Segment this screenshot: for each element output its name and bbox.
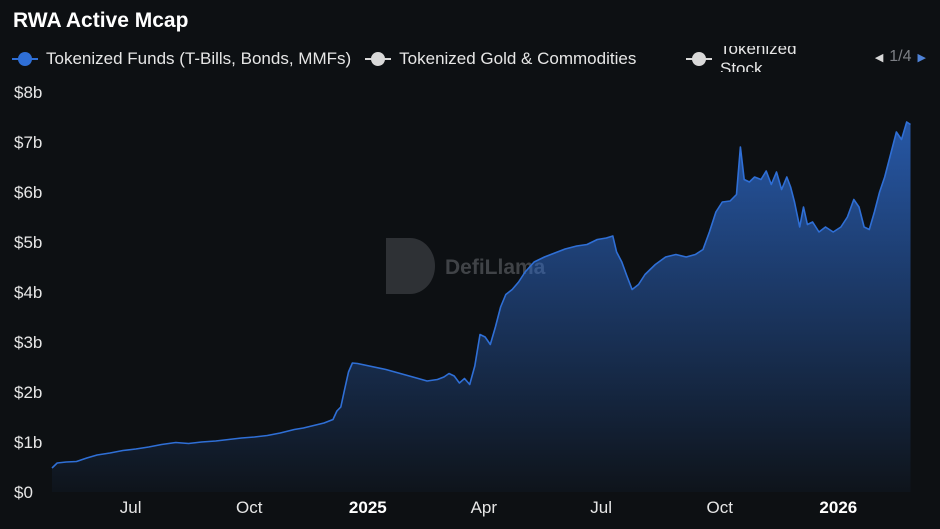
watermark-text: DefiLlama — [445, 256, 546, 279]
legend-clip: Tokenized Stock — [686, 46, 852, 72]
defillama-logo-icon — [386, 238, 435, 294]
y-tick-label: $0 — [14, 483, 33, 502]
y-tick-label: $2b — [14, 383, 42, 402]
y-tick-label: $5b — [14, 233, 42, 252]
y-tick-label: $4b — [14, 283, 42, 302]
legend-next-icon[interactable]: ▶ — [917, 51, 926, 64]
chart-legend: Tokenized Funds (T-Bills, Bonds, MMFs) T… — [12, 46, 940, 72]
x-axis: Jul Oct 2025 Apr Jul Oct 2026 — [120, 498, 857, 517]
series-line — [51, 121, 911, 469]
legend-label: Tokenized Funds (T-Bills, Bonds, MMFs) — [46, 49, 352, 68]
legend-marker-icon — [365, 52, 392, 66]
legend-marker-icon — [686, 52, 712, 66]
y-tick-label: $6b — [14, 183, 42, 202]
legend-prev-icon[interactable]: ◀ — [874, 51, 884, 64]
y-tick-label: $8b — [14, 83, 42, 102]
series-area — [52, 122, 911, 492]
x-tick-label: Apr — [471, 498, 498, 517]
y-axis: $0 $1b $2b $3b $4b $5b $6b $7b $8b — [14, 83, 42, 502]
x-tick-label: Oct — [236, 498, 263, 517]
chart-title: RWA Active Mcap — [13, 9, 189, 32]
y-tick-label: $7b — [14, 133, 42, 152]
x-tick-label: Jul — [120, 498, 142, 517]
y-tick-label: $3b — [14, 333, 42, 352]
legend-label: Tokenized Stock — [720, 46, 797, 72]
x-tick-label: Jul — [590, 498, 612, 517]
legend-marker-icon — [12, 52, 38, 66]
watermark: DefiLlama — [386, 238, 546, 294]
legend-item-tokenized-stock[interactable]: Tokenized Stock — [686, 46, 838, 72]
legend-page-indicator: 1/4 — [889, 48, 912, 65]
legend-label: Tokenized Gold & Commodities — [399, 49, 637, 68]
legend-item-tokenized-funds[interactable]: Tokenized Funds (T-Bills, Bonds, MMFs) — [12, 49, 351, 69]
x-tick-label: Oct — [707, 498, 734, 517]
x-tick-label: 2025 — [349, 498, 387, 517]
legend-item-tokenized-gold[interactable]: Tokenized Gold & Commodities — [365, 49, 636, 69]
x-tick-label: 2026 — [819, 498, 857, 517]
legend-pager: ◀ 1/4 ▶ — [862, 48, 932, 66]
y-tick-label: $1b — [14, 433, 42, 452]
